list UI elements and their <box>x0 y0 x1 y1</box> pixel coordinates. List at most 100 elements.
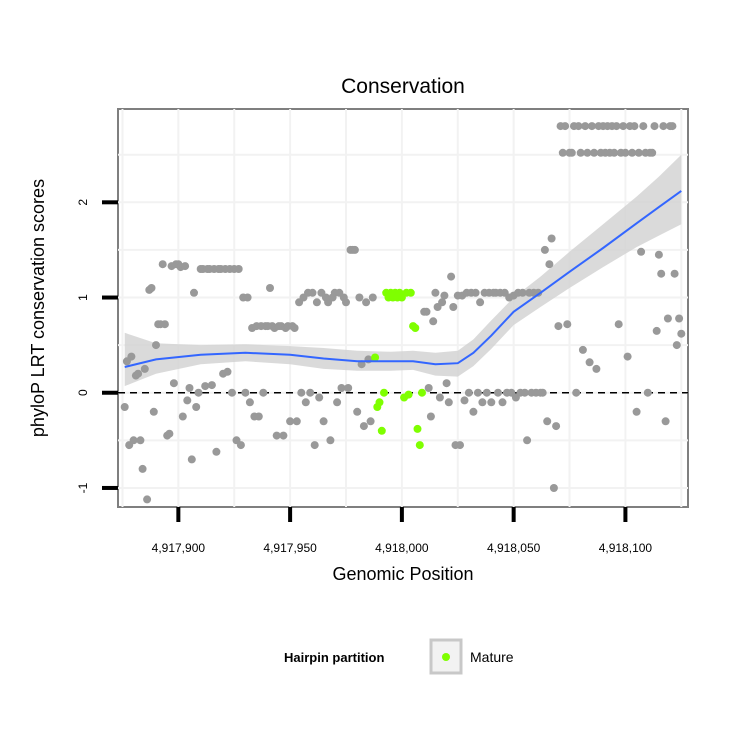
mature-point <box>371 353 380 362</box>
data-point <box>672 341 681 350</box>
mature-point <box>380 388 388 397</box>
data-point <box>547 234 556 243</box>
data-point <box>574 122 583 131</box>
data-point <box>158 260 167 269</box>
data-point <box>266 284 274 292</box>
x-tick-label: 4,918,100 <box>599 541 653 555</box>
data-point <box>523 436 532 445</box>
data-point <box>134 369 143 378</box>
data-point <box>223 367 232 376</box>
data-point <box>471 288 480 297</box>
data-point <box>192 403 201 411</box>
data-point <box>538 388 547 397</box>
data-point <box>482 388 491 397</box>
data-point <box>337 384 346 392</box>
data-point <box>587 122 596 131</box>
data-point <box>619 122 628 131</box>
data-point <box>429 317 438 326</box>
data-point <box>319 417 328 426</box>
data-point <box>447 272 456 281</box>
data-point <box>545 260 554 269</box>
data-point <box>292 417 301 426</box>
mature-point <box>375 398 384 407</box>
data-point <box>308 288 317 297</box>
data-point <box>581 122 590 131</box>
data-point <box>561 122 570 131</box>
data-point <box>290 324 299 332</box>
data-point <box>359 422 368 431</box>
data-point <box>639 122 648 131</box>
data-point <box>185 384 194 392</box>
data-point <box>628 148 637 157</box>
data-point <box>442 379 451 388</box>
y-tick-label: 1 <box>76 294 90 301</box>
data-point <box>440 291 449 300</box>
plot-panel <box>117 108 689 508</box>
data-point <box>464 388 473 397</box>
data-point <box>228 388 236 397</box>
data-point <box>494 388 502 397</box>
mature-point <box>415 441 424 450</box>
y-tick-label: 2 <box>76 199 90 206</box>
scatter-points <box>120 122 686 504</box>
data-point <box>234 265 243 273</box>
data-point <box>422 307 431 316</box>
legend-mature-label: Mature <box>470 649 514 665</box>
data-point <box>160 320 169 329</box>
data-point <box>435 393 444 402</box>
data-point <box>585 358 594 367</box>
data-point <box>286 417 295 426</box>
data-point <box>149 407 158 416</box>
data-point <box>456 441 464 450</box>
mature-point <box>411 324 420 332</box>
data-point <box>675 314 684 323</box>
data-point <box>572 388 581 397</box>
data-point <box>554 322 563 331</box>
data-point <box>147 284 156 292</box>
data-point <box>558 148 567 157</box>
data-point <box>654 250 663 259</box>
x-tick-label: 4,918,050 <box>487 541 541 555</box>
y-axis-label: phyloP LRT conservation scores <box>28 179 48 437</box>
data-point <box>344 384 353 392</box>
data-point <box>623 352 632 361</box>
data-point <box>648 148 657 157</box>
data-point <box>552 422 561 431</box>
data-point <box>138 464 147 473</box>
data-point <box>424 384 433 392</box>
data-point <box>476 298 485 307</box>
data-point <box>677 329 686 338</box>
data-point <box>326 436 335 445</box>
smooth-fit <box>124 190 682 368</box>
data-point <box>315 393 324 402</box>
data-point <box>187 455 196 464</box>
data-point <box>634 148 643 157</box>
data-point <box>201 382 210 391</box>
y-axis-ticks: -1 0 1 2 <box>76 199 118 493</box>
x-axis-ticks: 4,917,900 4,917,950 4,918,000 4,918,050 4,91… <box>152 507 653 555</box>
data-point <box>478 398 487 407</box>
data-point <box>301 398 310 407</box>
data-point <box>643 388 652 397</box>
data-point <box>659 122 668 131</box>
data-point <box>259 388 268 397</box>
y-tick-label: 0 <box>76 389 90 396</box>
legend-mature-dot <box>442 653 450 661</box>
data-point <box>650 122 659 131</box>
data-point <box>212 447 221 456</box>
data-point <box>127 352 136 361</box>
data-point <box>245 398 254 407</box>
data-point <box>190 288 198 297</box>
data-point <box>663 314 672 323</box>
data-point <box>165 429 174 438</box>
data-point <box>152 341 160 350</box>
mature-point <box>406 288 415 297</box>
data-point <box>368 293 377 302</box>
data-point <box>520 388 529 397</box>
mature-point <box>404 390 413 399</box>
data-point <box>449 303 458 311</box>
data-point <box>143 495 152 504</box>
data-point <box>592 364 601 373</box>
data-point <box>473 388 482 397</box>
data-point <box>630 122 639 131</box>
